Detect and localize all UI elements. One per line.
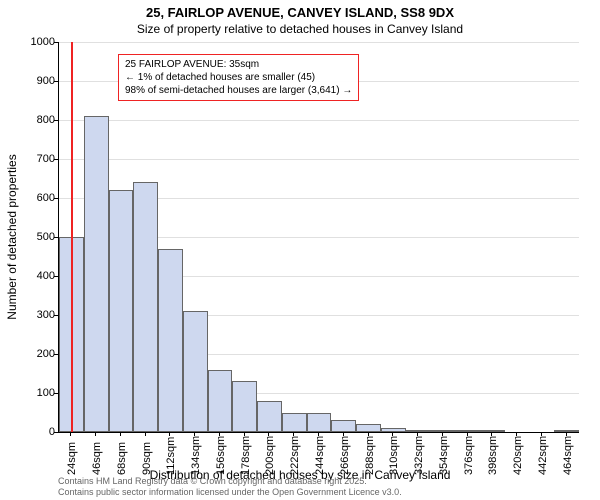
x-tick-label: 398sqm [487, 436, 499, 475]
x-tick-label: 288sqm [364, 436, 376, 475]
y-tick-mark [54, 315, 58, 316]
x-tick-mark [194, 432, 195, 436]
y-tick-label: 800 [15, 114, 55, 126]
x-tick-mark [169, 432, 170, 436]
x-tick-mark [368, 432, 369, 436]
y-tick-label: 200 [15, 348, 55, 360]
x-tick-mark [120, 432, 121, 436]
y-tick-mark [54, 393, 58, 394]
x-tick-mark [145, 432, 146, 436]
x-tick-mark [442, 432, 443, 436]
histogram-bar [133, 182, 158, 432]
attribution-line2: Contains public sector information licen… [58, 487, 402, 498]
x-tick-label: 244sqm [314, 436, 326, 475]
y-tick-mark [54, 354, 58, 355]
annotation-box: 25 FAIRLOP AVENUE: 35sqm← 1% of detached… [118, 54, 359, 101]
x-tick-mark [392, 432, 393, 436]
x-tick-label: 376sqm [463, 436, 475, 475]
x-tick-label: 90sqm [141, 442, 153, 475]
x-tick-mark [516, 432, 517, 436]
x-tick-label: 178sqm [240, 436, 252, 475]
x-tick-mark [244, 432, 245, 436]
chart-subtitle: Size of property relative to detached ho… [0, 22, 600, 36]
histogram-bar [331, 420, 356, 432]
x-tick-label: 354sqm [438, 436, 450, 475]
y-tick-label: 0 [15, 426, 55, 438]
x-tick-label: 464sqm [562, 436, 574, 475]
attribution: Contains HM Land Registry data © Crown c… [58, 476, 402, 498]
y-tick-mark [54, 81, 58, 82]
y-tick-mark [54, 159, 58, 160]
gridline [59, 42, 579, 43]
x-tick-mark [268, 432, 269, 436]
y-tick-label: 700 [15, 153, 55, 165]
y-tick-label: 600 [15, 192, 55, 204]
x-tick-mark [541, 432, 542, 436]
x-tick-mark [293, 432, 294, 436]
y-tick-mark [54, 42, 58, 43]
chart-title: 25, FAIRLOP AVENUE, CANVEY ISLAND, SS8 9… [0, 5, 600, 20]
y-tick-mark [54, 237, 58, 238]
y-tick-mark [54, 276, 58, 277]
y-tick-mark [54, 120, 58, 121]
x-tick-mark [219, 432, 220, 436]
histogram-bar [307, 413, 332, 433]
x-tick-label: 332sqm [413, 436, 425, 475]
histogram-bar [257, 401, 282, 432]
x-tick-label: 156sqm [215, 436, 227, 475]
y-tick-label: 500 [15, 231, 55, 243]
chart-container: 25, FAIRLOP AVENUE, CANVEY ISLAND, SS8 9… [0, 0, 600, 500]
property-marker-line [71, 42, 73, 432]
x-tick-mark [343, 432, 344, 436]
x-tick-label: 200sqm [264, 436, 276, 475]
histogram-bar [232, 381, 257, 432]
y-tick-label: 1000 [15, 36, 55, 48]
histogram-bar [282, 413, 307, 433]
x-tick-mark [491, 432, 492, 436]
annotation-line3: 98% of semi-detached houses are larger (… [125, 84, 352, 97]
x-tick-label: 112sqm [165, 437, 177, 475]
x-tick-label: 134sqm [190, 436, 202, 475]
histogram-bar [455, 430, 480, 432]
x-tick-mark [95, 432, 96, 436]
y-tick-label: 400 [15, 270, 55, 282]
histogram-bar [554, 430, 579, 432]
annotation-line1: 25 FAIRLOP AVENUE: 35sqm [125, 58, 352, 71]
x-tick-label: 24sqm [66, 442, 78, 475]
x-tick-mark [566, 432, 567, 436]
gridline [59, 120, 579, 121]
x-tick-mark [70, 432, 71, 436]
y-tick-label: 900 [15, 75, 55, 87]
y-tick-mark [54, 198, 58, 199]
attribution-line1: Contains HM Land Registry data © Crown c… [58, 476, 402, 487]
x-tick-label: 222sqm [289, 436, 301, 475]
x-tick-label: 46sqm [91, 442, 103, 475]
y-tick-label: 100 [15, 387, 55, 399]
y-tick-label: 300 [15, 309, 55, 321]
histogram-bar [158, 249, 183, 432]
histogram-bar [356, 424, 381, 432]
x-tick-mark [417, 432, 418, 436]
x-tick-label: 310sqm [388, 436, 400, 475]
y-tick-mark [54, 432, 58, 433]
x-tick-mark [318, 432, 319, 436]
histogram-bar [430, 430, 455, 432]
histogram-bar [109, 190, 134, 432]
histogram-bar [208, 370, 233, 432]
x-tick-mark [467, 432, 468, 436]
histogram-bar [84, 116, 109, 432]
histogram-bar [183, 311, 208, 432]
x-tick-label: 68sqm [116, 442, 128, 475]
annotation-line2: ← 1% of detached houses are smaller (45) [125, 71, 352, 84]
x-tick-label: 266sqm [339, 436, 351, 475]
gridline [59, 159, 579, 160]
x-tick-label: 442sqm [537, 436, 549, 475]
x-tick-label: 420sqm [512, 436, 524, 475]
